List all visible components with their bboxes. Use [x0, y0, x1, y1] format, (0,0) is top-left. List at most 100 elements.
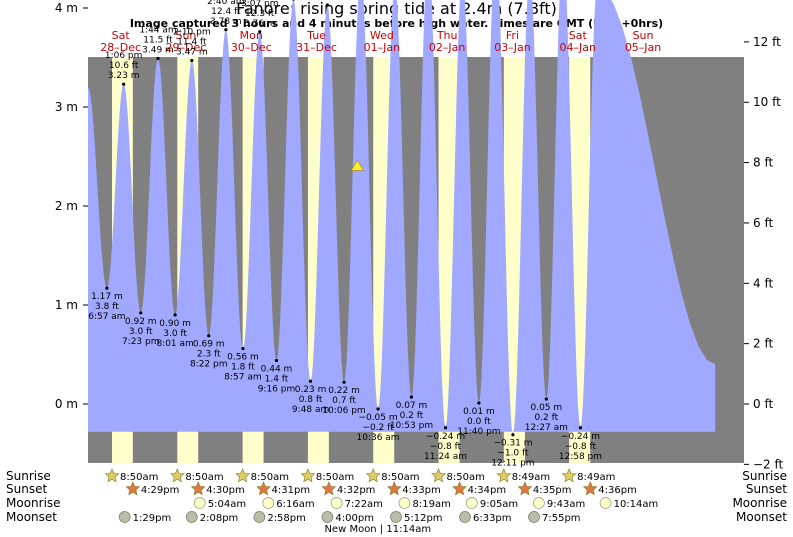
day-date-label: 04–Jan	[560, 41, 596, 54]
moonset-icon	[390, 511, 402, 523]
low-tide-feet: 1.4 ft	[265, 374, 289, 384]
day-name-label: Mon	[240, 29, 263, 42]
low-tide-point[interactable]	[342, 380, 346, 384]
sunset-icon	[321, 481, 337, 496]
low-tide-time: 6:57 am	[88, 312, 125, 322]
low-tide-point[interactable]	[308, 379, 313, 383]
sunset-icon	[582, 481, 598, 496]
y-tick-label-ft: 10 ft	[753, 95, 781, 109]
sunrise-icon	[300, 468, 316, 483]
moonset-icon	[253, 511, 266, 523]
moonrise-icon	[193, 497, 206, 509]
moonset-time: 5:12pm	[404, 513, 443, 524]
low-tide-metres: −0.31 m	[493, 439, 532, 449]
sunset-time: 4:32pm	[337, 485, 376, 496]
low-tide-metres: 0.44 m	[261, 364, 293, 374]
low-tide-feet: 0.0 ft	[467, 417, 491, 427]
high-tide-metres: 3.78 m	[210, 17, 242, 27]
sunrise-legend-left: Sunrise	[6, 469, 51, 483]
moonrise-icon	[599, 497, 612, 509]
low-tide-time: 12:11 pm	[491, 459, 534, 469]
low-tide-point[interactable]	[544, 397, 548, 401]
sunset-time: 4:29pm	[141, 485, 180, 496]
day-date-label: 03–Jan	[494, 41, 530, 54]
sunset-icon	[386, 481, 402, 496]
low-tide-point[interactable]	[207, 334, 211, 338]
low-tide-point[interactable]	[241, 346, 245, 351]
day-name-label: Wed	[370, 29, 394, 42]
low-tide-point[interactable]	[511, 433, 515, 437]
low-tide-point[interactable]	[274, 358, 279, 363]
y-tick-label-ft: −2 ft	[753, 457, 784, 471]
low-tide-time: 7:23 pm	[122, 337, 160, 347]
high-tide-metres: 3.76 m	[244, 19, 276, 29]
low-tide-metres: −0.24 m	[426, 432, 465, 442]
high-tide-metres: 3.47 m	[176, 47, 208, 57]
low-tide-feet: 0.2 ft	[400, 411, 424, 421]
sunrise-icon	[431, 468, 446, 483]
moonrise-icon	[262, 497, 275, 509]
day-date-label: 29–Dec	[166, 41, 207, 54]
low-tide-metres: 0.69 m	[193, 340, 225, 350]
low-tide-point[interactable]	[443, 426, 448, 430]
low-tide-point[interactable]	[105, 286, 109, 290]
low-tide-feet: −0.8 ft	[565, 442, 597, 452]
low-tide-time: 11:40 pm	[457, 427, 500, 437]
high-tide-feet: 11.5 ft	[143, 35, 173, 45]
low-tide-point[interactable]	[139, 311, 143, 315]
sunrise-time: 8:50am	[316, 472, 354, 483]
low-tide-point[interactable]	[376, 407, 380, 411]
moon-phase-label: New Moon | 11:14am	[324, 524, 431, 535]
day-date-label: 02–Jan	[429, 41, 465, 54]
moonset-time: 2:58pm	[267, 513, 306, 524]
low-tide-metres: 0.01 m	[463, 407, 495, 417]
high-tide-feet: 10.6 ft	[109, 61, 139, 71]
moonrise-legend-right: Moonrise	[732, 496, 787, 510]
low-tide-time: 10:36 am	[356, 433, 399, 443]
low-tide-feet: −1.0 ft	[497, 449, 529, 459]
low-tide-point[interactable]	[173, 313, 177, 317]
low-tide-time: 9:48 am	[292, 405, 329, 415]
high-tide-point[interactable]	[292, 0, 295, 1]
low-tide-time: 8:01 am	[156, 339, 193, 349]
low-tide-feet: 0.8 ft	[299, 395, 323, 405]
sunset-icon	[517, 481, 533, 496]
low-tide-point[interactable]	[409, 395, 414, 399]
y-tick-label-m: 0 m	[55, 397, 78, 411]
sunrise-time: 8:49am	[577, 472, 615, 483]
low-tide-metres: 1.17 m	[91, 292, 123, 302]
high-tide-point[interactable]	[122, 82, 126, 86]
low-tide-point[interactable]	[477, 401, 481, 405]
high-tide-time: 3:07 pm	[241, 0, 279, 9]
high-tide-time: 1:06 pm	[105, 51, 143, 61]
sunrise-time: 8:50am	[185, 472, 223, 483]
moonset-icon	[459, 511, 471, 523]
moonset-icon	[185, 511, 198, 523]
moonrise-icon	[330, 497, 343, 509]
high-tide-point[interactable]	[325, 3, 329, 7]
sunset-time: 4:34pm	[468, 485, 507, 496]
moonset-legend-left: Moonset	[6, 510, 57, 524]
day-name-label: Fri	[506, 29, 519, 42]
low-tide-metres: −0.05 m	[358, 413, 397, 423]
low-tide-feet: 3.0 ft	[163, 329, 187, 339]
sunset-time: 4:31pm	[272, 485, 311, 496]
high-tide-point[interactable]	[258, 30, 262, 34]
low-tide-point[interactable]	[578, 426, 582, 430]
sunset-time: 4:30pm	[206, 485, 245, 496]
moonset-icon	[118, 511, 131, 523]
low-tide-metres: 0.22 m	[328, 386, 360, 396]
high-tide-point[interactable]	[156, 56, 160, 61]
high-tide-point[interactable]	[224, 28, 228, 32]
current-tide-marker[interactable]	[350, 159, 364, 171]
low-tide-time: 11:24 am	[424, 452, 467, 462]
low-tide-time: 12:58 pm	[559, 452, 602, 462]
low-tide-time: 8:22 pm	[190, 360, 228, 370]
high-tide-metres: 3.23 m	[108, 71, 140, 81]
y-tick-label-m: 3 m	[55, 100, 78, 114]
low-tide-feet: 3.0 ft	[129, 327, 153, 337]
moonrise-time: 7:22am	[345, 499, 383, 510]
moonrise-time: 9:43am	[547, 499, 585, 510]
sunset-time: 4:33pm	[402, 485, 441, 496]
high-tide-point[interactable]	[190, 58, 194, 63]
